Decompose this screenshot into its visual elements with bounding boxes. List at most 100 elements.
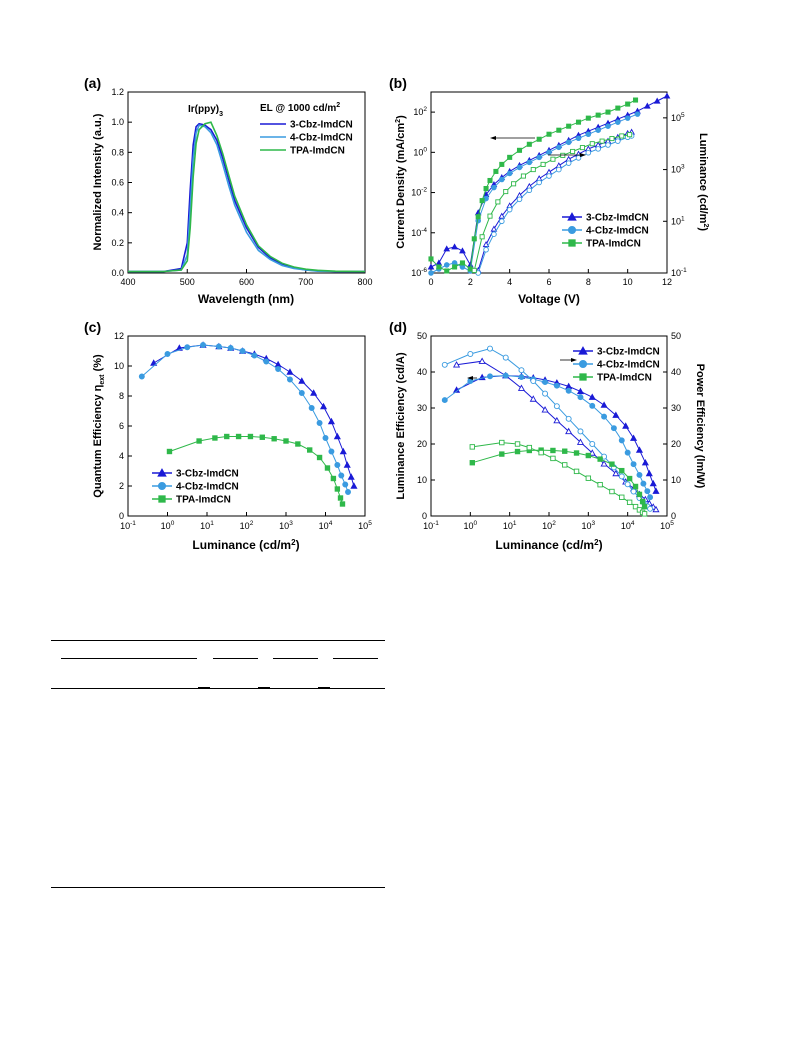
series-line-4-Cbz-ImdCN [141, 344, 349, 493]
legend-label: TPA-ImdCN [586, 239, 641, 250]
panel-d-label: (d) [389, 319, 407, 335]
data-point-TPA-ImdCN [619, 467, 625, 474]
data-point-TPA-ImdCN [619, 494, 625, 500]
panel-a-ylabel: Normalized Intensity (a.u.) [92, 113, 104, 250]
data-point-TPA-ImdCN [585, 475, 592, 481]
data-point-4-Cbz-ImdCN [499, 218, 505, 225]
legend-label: 3-Cbz-ImdCN [176, 469, 239, 480]
legend-label: 3-Cbz-ImdCN [597, 347, 660, 358]
data-point-TPA-ImdCN [499, 451, 505, 457]
data-point-TPA-ImdCN [609, 136, 615, 142]
legend-label: 4-Cbz-ImdCN [290, 133, 353, 144]
data-point-TPA-ImdCN [516, 147, 523, 153]
panel-c-y-tick-label: 12 [114, 331, 124, 341]
data-point-3-Cbz-ImdCN [622, 422, 630, 429]
data-point-4-Cbz-ImdCN [553, 382, 560, 389]
data-point-3-Cbz-ImdCN [635, 446, 644, 453]
data-point-4-Cbz-ImdCN [624, 115, 631, 121]
panel-c-xtick-label: 100 [161, 520, 175, 531]
data-point-3-Cbz-ImdCN [453, 361, 461, 368]
data-point-3-Cbz-ImdCN [427, 263, 435, 270]
data-point-4-Cbz-ImdCN [227, 345, 234, 351]
table-mark-3 [318, 687, 330, 689]
data-point-4-Cbz-ImdCN [618, 473, 625, 480]
panel-c-xtick-label: 10-1 [120, 520, 136, 531]
data-point-TPA-ImdCN [452, 264, 458, 270]
panel-c-yticks: 0 2 4 6 8 10 12 [114, 331, 132, 521]
panel-d-y-tick-label: 20 [417, 439, 427, 449]
data-point-4-Cbz-ImdCN [526, 187, 533, 194]
data-point-TPA-ImdCN [562, 462, 568, 468]
data-point-3-Cbz-ImdCN [588, 393, 596, 400]
legend-marker [157, 481, 167, 491]
data-point-4-Cbz-ImdCN [322, 435, 329, 441]
data-point-TPA-ImdCN [487, 177, 493, 184]
data-point-TPA-ImdCN [585, 452, 592, 459]
data-point-TPA-ImdCN [247, 433, 254, 440]
panel-d-series [441, 345, 660, 517]
data-point-TPA-ImdCN [550, 156, 556, 162]
data-point-TPA-ImdCN [495, 199, 501, 205]
panel-d-y2-tick-label: 0 [671, 511, 676, 521]
legend-label: TPA-ImdCN [597, 373, 652, 384]
data-point-4-Cbz-ImdCN [630, 461, 637, 468]
data-point-TPA-ImdCN [469, 460, 475, 466]
data-point-TPA-ImdCN [632, 503, 639, 510]
panel-a-y-tick-label: 1.2 [111, 87, 124, 97]
data-point-3-Cbz-ImdCN [649, 479, 657, 487]
panel-a-xlabel: Wavelength (nm) [198, 292, 294, 306]
panel-a-y-tick-label: 0.2 [111, 238, 124, 248]
data-point-TPA-ImdCN [597, 456, 603, 462]
panel-b-xtick-label: 2 [468, 277, 473, 287]
panel-b-yticks: 10-6 10-4 10-2 100 102 [411, 106, 435, 278]
data-point-TPA-ImdCN [235, 433, 242, 440]
data-point-3-Cbz-ImdCN [150, 359, 158, 366]
data-point-4-Cbz-ImdCN [328, 448, 335, 455]
data-point-TPA-ImdCN [589, 141, 595, 147]
panel-d-ylabel: Luminance Efficiency (cd/A) [395, 352, 407, 500]
data-point-4-Cbz-ImdCN [589, 402, 596, 409]
data-point-TPA-ImdCN [550, 455, 556, 462]
data-point-TPA-ImdCN [579, 145, 585, 151]
data-point-TPA-ImdCN [503, 189, 509, 195]
data-point-TPA-ImdCN [597, 481, 603, 488]
legend-marker [567, 212, 577, 221]
legend-marker [578, 346, 588, 355]
panel-c-xtick-label: 101 [200, 520, 214, 531]
panel-a-xtick-label: 600 [239, 277, 254, 287]
panel-c-y-tick-label: 10 [114, 361, 124, 371]
data-point-TPA-ImdCN [499, 439, 505, 446]
legend-marker [579, 373, 587, 381]
panel-b-ytick-label: 10-6 [411, 267, 427, 278]
data-point-TPA-ImdCN [339, 501, 346, 507]
data-point-4-Cbz-ImdCN [546, 149, 552, 156]
panel-a-xtick-label: 800 [357, 277, 372, 287]
data-point-TPA-ImdCN [636, 491, 643, 498]
data-point-TPA-ImdCN [526, 444, 533, 451]
data-point-4-Cbz-ImdCN [345, 489, 351, 495]
data-point-TPA-ImdCN [540, 161, 546, 167]
data-point-4-Cbz-ImdCN [644, 488, 651, 495]
data-point-TPA-ImdCN [619, 133, 625, 139]
panel-d-y-tick-label: 10 [417, 475, 427, 485]
data-point-TPA-ImdCN [536, 136, 542, 142]
panel-c-ylabel: Quantum Efficiency ηext (%) [92, 354, 106, 498]
legend-label: 4-Cbz-ImdCN [176, 482, 239, 493]
table-header-rule [51, 688, 385, 689]
data-point-4-Cbz-ImdCN [589, 441, 596, 447]
panel-a-y-tick-label: 0.4 [111, 208, 124, 218]
data-point-4-Cbz-ImdCN [618, 437, 625, 444]
data-point-4-Cbz-ImdCN [491, 231, 497, 238]
data-point-4-Cbz-ImdCN [483, 246, 489, 253]
data-point-4-Cbz-ImdCN [624, 481, 631, 488]
panel-d-y-tick-label: 40 [417, 367, 427, 377]
data-point-4-Cbz-ImdCN [640, 480, 647, 487]
data-point-TPA-ImdCN [595, 112, 601, 118]
data-point-3-Cbz-ImdCN [498, 212, 506, 219]
panel-b-label: (b) [389, 75, 407, 91]
data-point-3-Cbz-ImdCN [576, 438, 585, 445]
data-point-3-Cbz-ImdCN [319, 402, 328, 410]
data-point-4-Cbz-ImdCN [516, 196, 523, 203]
panel-b-right-arrow-head [580, 153, 586, 157]
data-point-TPA-ImdCN [224, 433, 230, 440]
